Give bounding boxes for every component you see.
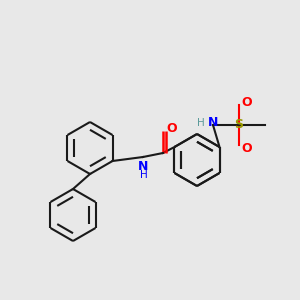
Text: O: O [242, 95, 252, 109]
Text: N: N [208, 116, 218, 130]
Text: H: H [140, 170, 148, 180]
Text: N: N [138, 160, 148, 173]
Text: S: S [235, 118, 244, 131]
Text: O: O [242, 142, 252, 154]
Text: O: O [167, 122, 177, 136]
Text: H: H [197, 118, 205, 128]
